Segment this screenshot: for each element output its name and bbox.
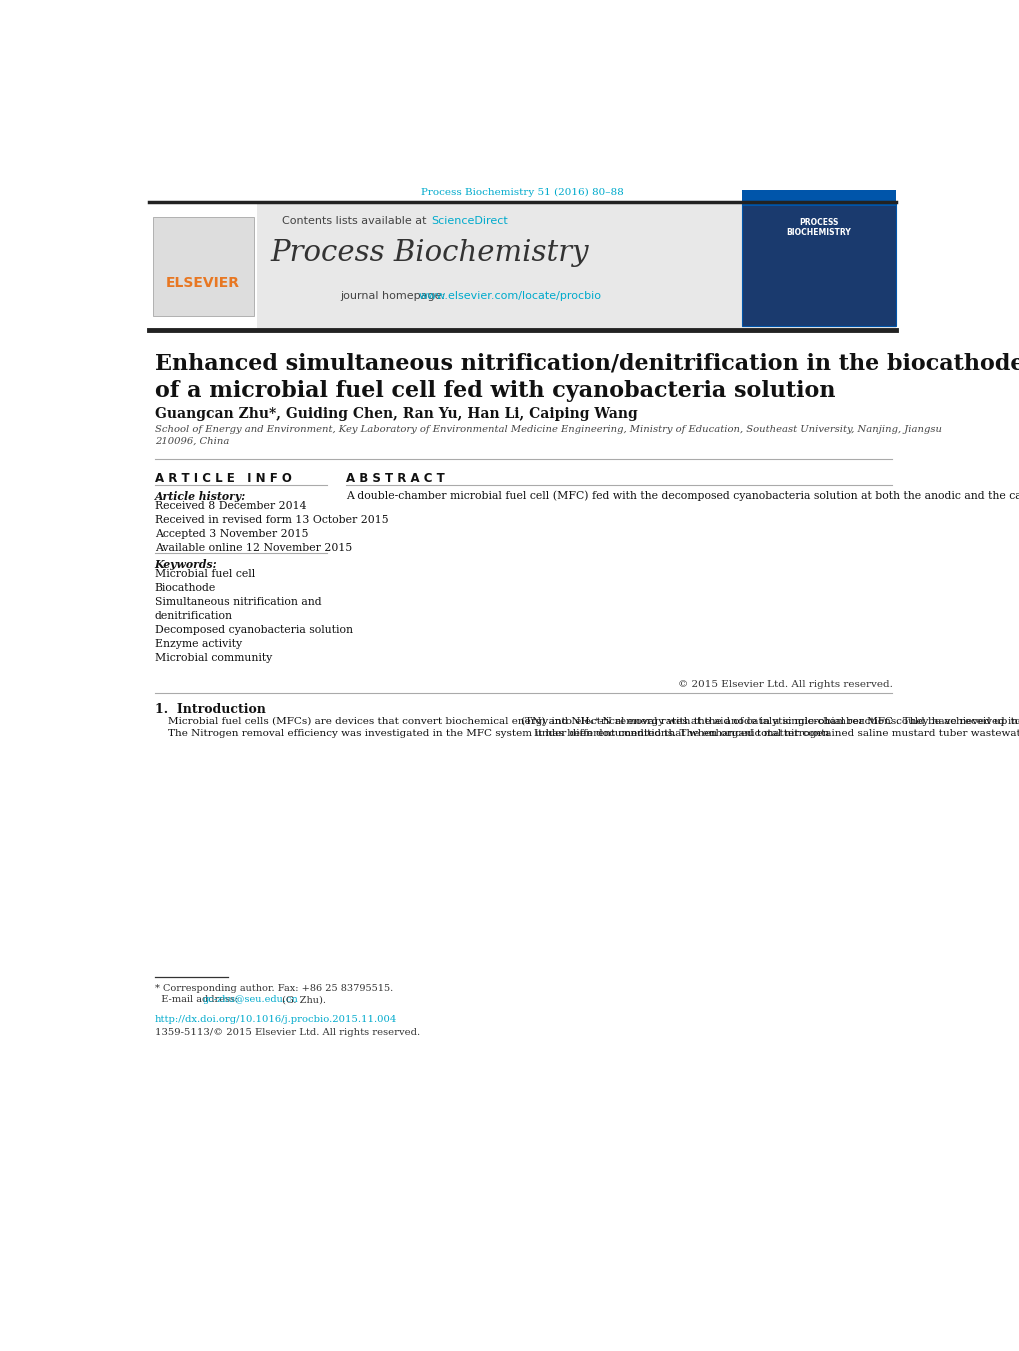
Text: Enhanced simultaneous nitrification/denitrification in the biocathode
of a micro: Enhanced simultaneous nitrification/deni… — [155, 353, 1019, 403]
Text: Process Biochemistry 51 (2016) 80–88: Process Biochemistry 51 (2016) 80–88 — [421, 188, 624, 197]
Text: Microbial fuel cell
Biocathode
Simultaneous nitrification and
denitrification
De: Microbial fuel cell Biocathode Simultane… — [155, 569, 353, 663]
Text: (G. Zhu).: (G. Zhu). — [278, 996, 325, 1004]
Text: journal homepage:: journal homepage: — [340, 292, 448, 301]
Text: * Corresponding author. Fax: +86 25 83795515.: * Corresponding author. Fax: +86 25 8379… — [155, 984, 392, 993]
Text: www.elsevier.com/locate/procbio: www.elsevier.com/locate/procbio — [418, 292, 600, 301]
Text: Keywords:: Keywords: — [155, 559, 217, 570]
FancyBboxPatch shape — [149, 203, 257, 328]
Text: A R T I C L E   I N F O: A R T I C L E I N F O — [155, 471, 291, 485]
FancyBboxPatch shape — [153, 218, 254, 316]
Text: School of Energy and Environment, Key Laboratory of Environmental Medicine Engin: School of Energy and Environment, Key La… — [155, 426, 941, 446]
Text: gc-zhu@seu.edu.cn: gc-zhu@seu.edu.cn — [203, 996, 299, 1004]
Text: http://dx.doi.org/10.1016/j.procbio.2015.11.004: http://dx.doi.org/10.1016/j.procbio.2015… — [155, 1016, 396, 1024]
FancyBboxPatch shape — [149, 203, 896, 328]
FancyBboxPatch shape — [742, 190, 896, 205]
Text: Received 8 December 2014
Received in revised form 13 October 2015
Accepted 3 Nov: Received 8 December 2014 Received in rev… — [155, 501, 388, 553]
Text: ELSEVIER: ELSEVIER — [165, 276, 239, 290]
Text: © 2015 Elsevier Ltd. All rights reserved.: © 2015 Elsevier Ltd. All rights reserved… — [677, 680, 892, 689]
Text: A double-chamber microbial fuel cell (MFC) fed with the decomposed cyanobacteria: A double-chamber microbial fuel cell (MF… — [345, 490, 1019, 501]
FancyBboxPatch shape — [742, 203, 896, 326]
Text: Contents lists available at: Contents lists available at — [281, 216, 429, 226]
Text: Process Biochemistry: Process Biochemistry — [270, 239, 589, 267]
Text: Article history:: Article history: — [155, 490, 246, 503]
Text: Microbial fuel cells (MFCs) are devices that convert biochemical energy into ele: Microbial fuel cells (MFCs) are devices … — [155, 716, 1019, 738]
Text: PROCESS
BIOCHEMISTRY: PROCESS BIOCHEMISTRY — [786, 218, 850, 236]
Text: 1.  Introduction: 1. Introduction — [155, 704, 265, 716]
Text: 1359-5113/© 2015 Elsevier Ltd. All rights reserved.: 1359-5113/© 2015 Elsevier Ltd. All right… — [155, 1028, 420, 1036]
Text: A B S T R A C T: A B S T R A C T — [345, 471, 444, 485]
Text: (TN) and NH₄⁺-N removal rates at the anode in a single-chamber MFC could be achi: (TN) and NH₄⁺-N removal rates at the ano… — [521, 716, 1019, 738]
Text: E-mail address:: E-mail address: — [155, 996, 240, 1004]
Text: ScienceDirect: ScienceDirect — [431, 216, 507, 226]
Text: Guangcan Zhu*, Guiding Chen, Ran Yu, Han Li, Caiping Wang: Guangcan Zhu*, Guiding Chen, Ran Yu, Han… — [155, 407, 637, 422]
